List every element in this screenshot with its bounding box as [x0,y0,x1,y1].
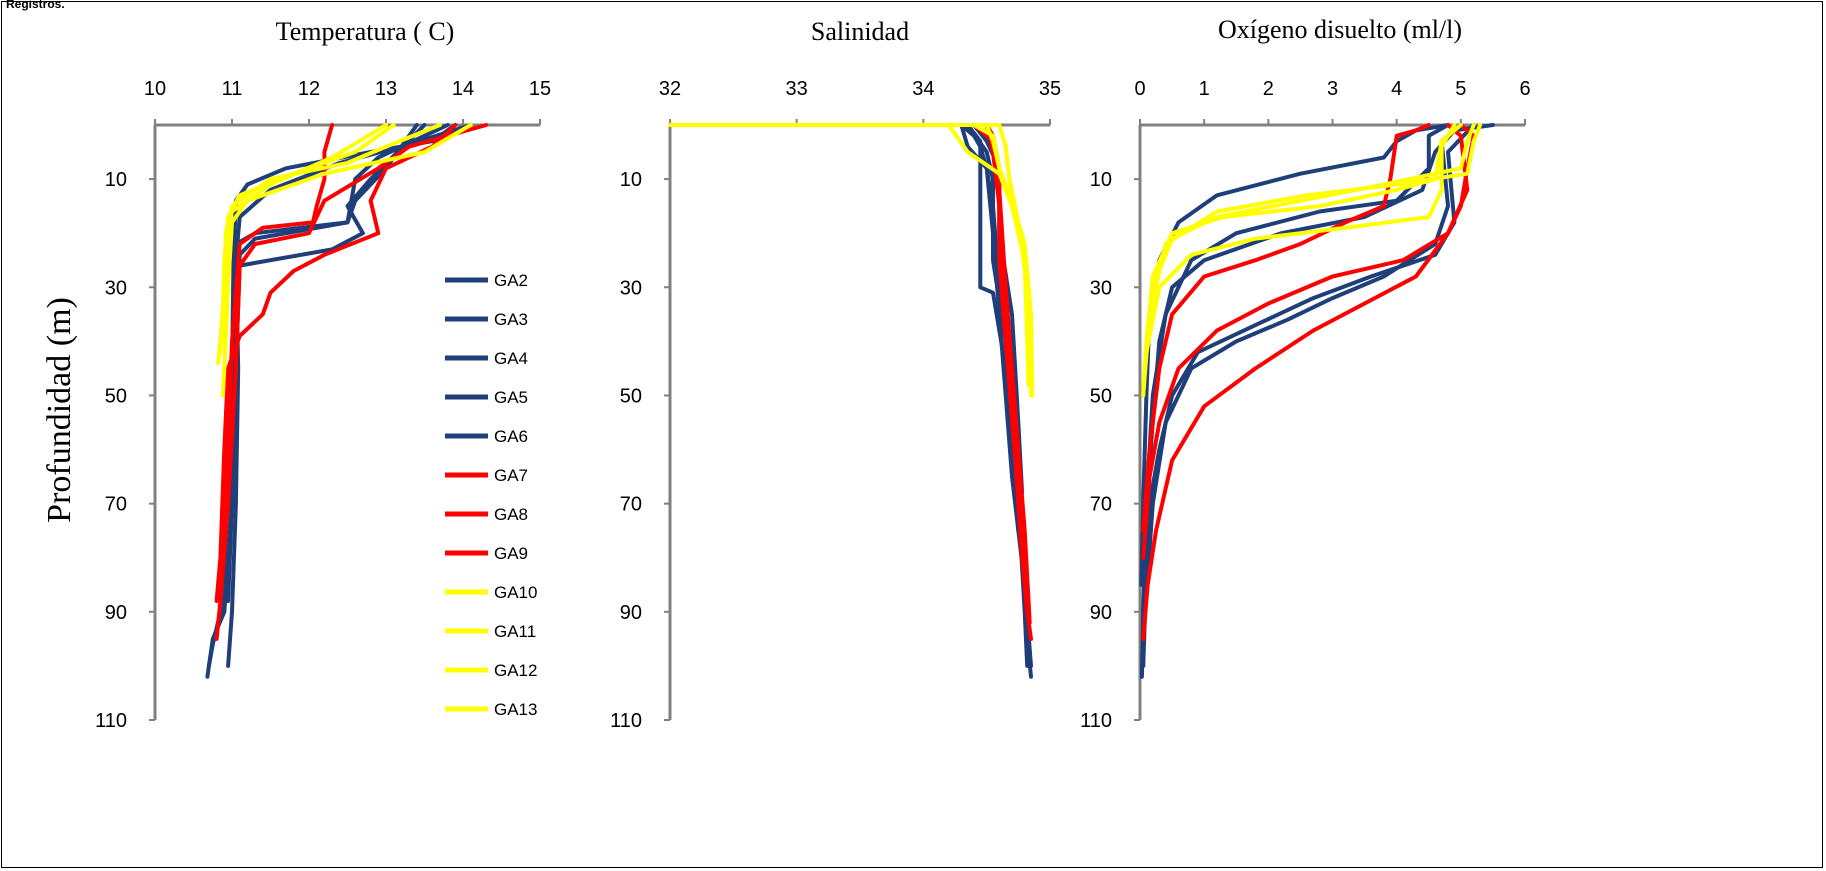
series-line-ga3 [668,123,1033,679]
series-line-ga8 [1141,123,1431,533]
series-line-ga6 [668,123,1025,495]
series-line-ga2 [668,123,1030,668]
series-line-ga8 [218,123,335,603]
series-line-ga13 [1141,123,1483,398]
x-tick-label: 2 [1263,78,1274,100]
legend-label-ga5: GA5 [494,388,528,407]
legend-label-ga6: GA6 [494,427,528,446]
x-tick-label: 13 [375,78,397,100]
series-line-ga9 [668,123,1032,625]
series-line-ga6 [226,123,427,603]
oxygen-panel: Oxígeno disuelto (ml/l) 0 1 2 3 4 5 6 10 30 50 70 9… [1080,15,1530,732]
salinity-panel: Salinidad 32 33 34 35 10 30 50 70 90 110 [610,17,1061,732]
x-tick-label: 0 [1134,78,1145,100]
x-tick-label: 4 [1391,78,1402,100]
series-line-ga5 [1139,123,1450,587]
series-line-ga13 [668,123,1035,398]
series-line-ga5 [668,123,1021,533]
legend: GA2 GA3 GA4 GA5 GA6 GA7 GA8 GA9 GA10 GA11 GA12 GA13 [445,271,537,719]
y-tick-label: 90 [105,602,127,624]
corner-caption: Registros. [6,0,65,11]
y-tick-label: 10 [620,169,642,191]
legend-label-ga2: GA2 [494,271,528,290]
x-tick-label: 33 [786,78,808,100]
y-tick-label: 90 [620,602,642,624]
legend-label-ga4: GA4 [494,349,528,368]
y-tick-label: 70 [105,494,127,516]
y-tick-label: 30 [1090,277,1112,299]
y-tick-label: 70 [1090,494,1112,516]
series-line-ga12 [668,123,1033,371]
series-line-ga9 [214,123,458,603]
x-tick-label: 10 [144,78,166,100]
series-line-ga4 [668,123,1033,668]
y-tick-label: 50 [1090,385,1112,407]
x-tick-label: 5 [1455,78,1466,100]
y-axis-label: Profundidad (m) [41,297,78,523]
y-tick-label: 110 [610,710,642,732]
legend-label-ga13: GA13 [494,700,537,719]
y-tick-label: 110 [1080,710,1112,732]
y-tick-label: 30 [105,277,127,299]
y-tick-label: 90 [1090,602,1112,624]
series-line-ga12 [1144,123,1457,355]
x-tick-label: 34 [912,78,934,100]
legend-label-ga7: GA7 [494,466,528,485]
legend-label-ga12: GA12 [494,661,537,680]
y-tick-label: 30 [620,277,642,299]
y-tick-label: 50 [105,385,127,407]
temperature-panel: Temperatura ( C) 10 11 12 13 14 15 10 30 50 70 90 1… [95,17,551,732]
x-tick-label: 35 [1039,78,1061,100]
series-line-ga6 [1141,123,1476,614]
series-line-ga4 [1141,123,1463,668]
x-tick-label: 12 [298,78,320,100]
salinity-title: Salinidad [811,17,909,46]
legend-label-ga9: GA9 [494,544,528,563]
series-line-ga11 [668,123,1031,387]
series-line-ga10 [668,123,1033,398]
x-tick-label: 3 [1327,78,1338,100]
x-tick-label: 6 [1519,78,1530,100]
oxygen-title: Oxígeno disuelto (ml/l) [1218,15,1462,44]
legend-label-ga3: GA3 [494,310,528,329]
series-line-ga13 [220,123,473,398]
x-tick-label: 15 [529,78,551,100]
series-line-ga8 [668,123,1030,614]
temperature-title: Temperatura ( C) [276,17,455,46]
y-tick-label: 110 [95,710,127,732]
y-tick-label: 10 [105,169,127,191]
x-tick-label: 1 [1199,78,1210,100]
y-tick-label: 10 [1090,169,1112,191]
series-line-ga7 [668,123,1033,641]
y-tick-label: 50 [620,385,642,407]
x-tick-label: 11 [222,78,243,100]
series-line-ga9 [1141,123,1476,641]
x-tick-label: 32 [659,78,681,100]
x-tick-label: 14 [452,78,474,100]
series-line-ga12 [220,123,388,344]
legend-label-ga10: GA10 [494,583,537,602]
legend-label-ga8: GA8 [494,505,528,524]
y-tick-label: 70 [620,494,642,516]
legend-label-ga11: GA11 [494,622,536,641]
